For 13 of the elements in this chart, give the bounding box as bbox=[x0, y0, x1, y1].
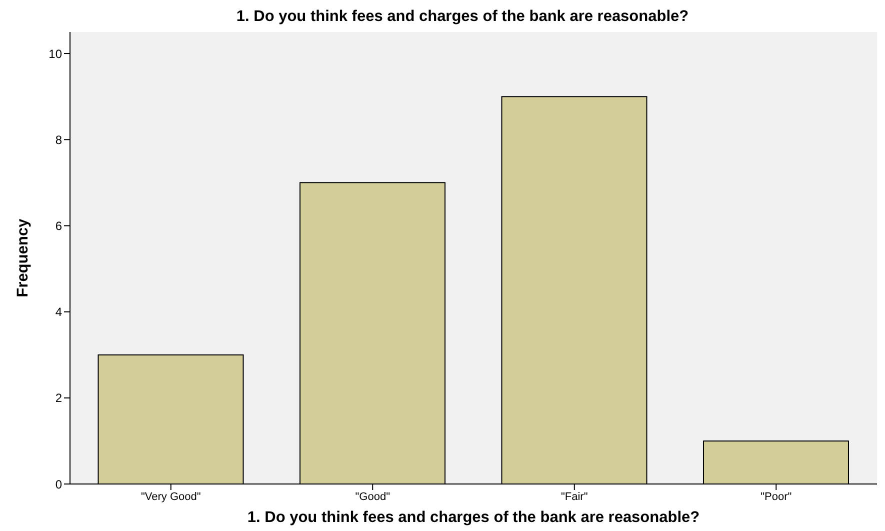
y-tick-label: 8 bbox=[55, 132, 62, 147]
y-tick-label: 0 bbox=[55, 477, 62, 492]
y-tick-label: 4 bbox=[55, 305, 62, 320]
y-tick-label: 2 bbox=[55, 391, 62, 406]
chart-title: 1. Do you think fees and charges of the bank are reasonable? bbox=[235, 8, 690, 27]
y-tick-label: 6 bbox=[55, 218, 62, 233]
y-axis-title: Frequency bbox=[14, 218, 32, 298]
x-tick-label: "Good" bbox=[355, 490, 390, 503]
x-tick-label: "Poor" bbox=[760, 490, 792, 503]
x-axis-title: 1. Do you think fees and charges of the bank are reasonable? bbox=[247, 509, 700, 526]
x-tick-label: "Fair" bbox=[560, 490, 588, 503]
x-tick-label: "Very Good" bbox=[140, 490, 201, 503]
y-tick-label: 10 bbox=[48, 46, 62, 61]
